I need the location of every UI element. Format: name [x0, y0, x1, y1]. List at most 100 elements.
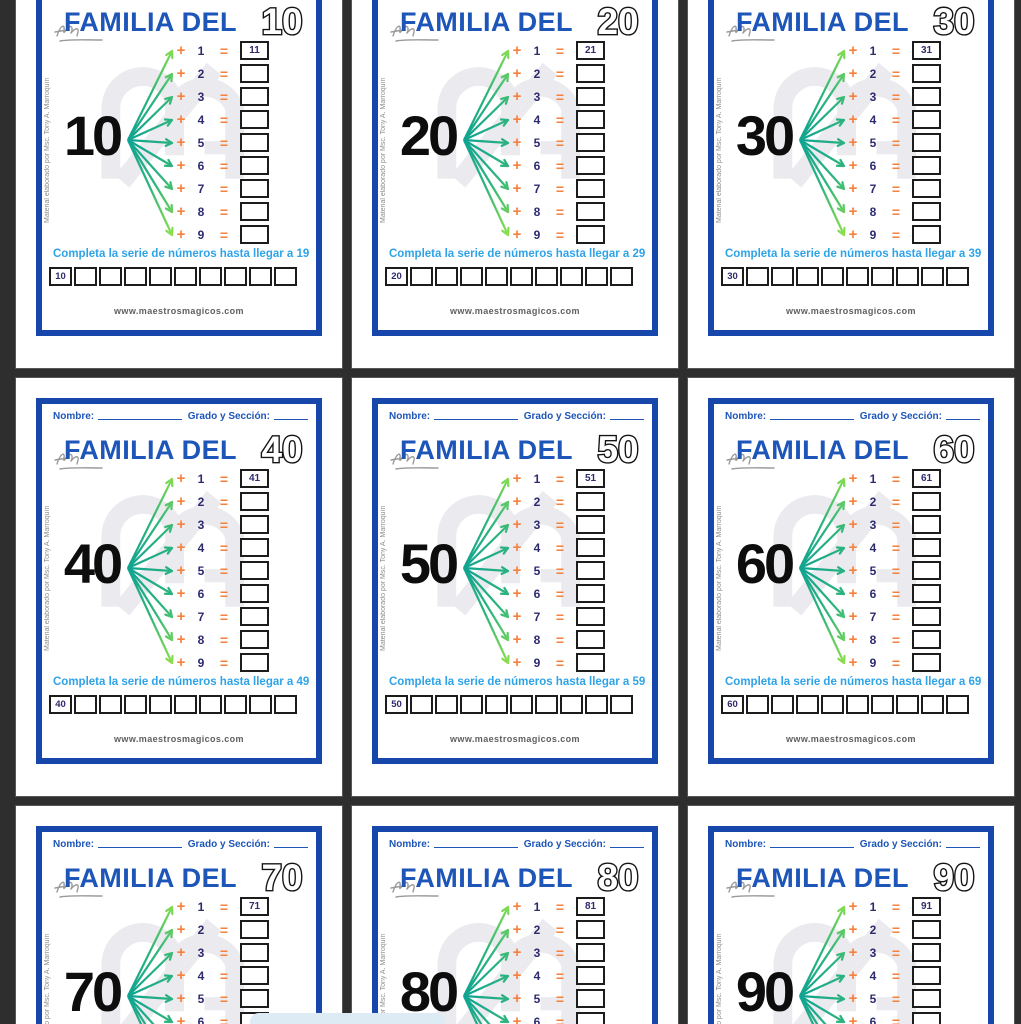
addend-number: 8 [869, 204, 877, 219]
equals-sign: = [555, 493, 565, 510]
title-row: FAMILIA DEL 60 [736, 428, 990, 472]
series-cell [410, 695, 433, 714]
plus-sign: + [512, 1013, 522, 1024]
answer-box [576, 492, 605, 511]
plus-sign: + [848, 180, 858, 197]
plus-sign: + [176, 921, 186, 938]
addend-number: 9 [869, 655, 877, 670]
addition-row: +9 = [846, 652, 941, 673]
plus-sign: + [176, 516, 186, 533]
bubble-number: 50 [596, 428, 640, 471]
addend-number: 1 [869, 899, 877, 914]
answer-box [240, 225, 269, 244]
addition-row: +6 = [510, 1011, 605, 1024]
plus-sign: + [176, 990, 186, 1007]
addition-row: +9 = [510, 652, 605, 673]
equals-sign: = [555, 65, 565, 82]
series-cell [249, 695, 272, 714]
addition-row: +4 = [174, 537, 269, 558]
series-cell [821, 695, 844, 714]
addition-row: +5 = [174, 132, 269, 153]
credit-sidetext: Material elaborado por Msc. Tony A. Marr… [44, 505, 51, 651]
grade-blank-line [946, 419, 980, 420]
equals-sign: = [219, 967, 229, 984]
equals-sign: = [891, 562, 901, 579]
plus-sign: + [848, 516, 858, 533]
series-cell [174, 695, 197, 714]
plus-sign: + [848, 562, 858, 579]
series-cell [274, 267, 297, 286]
plus-sign: + [512, 65, 522, 82]
bubble-number: 60 [932, 428, 976, 471]
series-cell: 30 [721, 267, 744, 286]
series-cell [871, 695, 894, 714]
equals-sign: = [891, 88, 901, 105]
worksheet-page: Nombre: Grado y Sección: FAMILIA DEL 40 … [16, 378, 342, 796]
series-cell [871, 267, 894, 286]
answer-box: 61 [912, 469, 941, 488]
addition-row: +1 = 51 [510, 468, 605, 489]
website-footer: www.maestrosmagicos.com [786, 734, 916, 744]
series-cell [896, 695, 919, 714]
plus-sign: + [848, 990, 858, 1007]
addend-number: 7 [197, 181, 205, 196]
series-first-value: 50 [391, 699, 402, 710]
answer-box [576, 515, 605, 534]
addition-row: +1 = 71 [174, 896, 269, 917]
series-cell [796, 267, 819, 286]
plus-sign: + [176, 585, 186, 602]
equals-sign: = [555, 134, 565, 151]
grade-label: Grado y Sección: [523, 839, 606, 850]
author-signature-icon [390, 881, 439, 898]
big-family-number: 20 [399, 104, 459, 167]
name-grade-row: Nombre: Grado y Sección: [53, 837, 308, 850]
addend-number: 4 [869, 112, 877, 127]
answer-box [240, 515, 269, 534]
series-cell [485, 695, 508, 714]
addend-number: 4 [869, 968, 877, 983]
credit-sidetext: Material elaborado por Msc. Tony A. Marr… [380, 933, 387, 1024]
plus-sign: + [176, 470, 186, 487]
name-grade-row: Nombre: Grado y Sección: [389, 837, 644, 850]
addend-number: 7 [197, 609, 205, 624]
equals-sign: = [891, 111, 901, 128]
answer-box [912, 630, 941, 649]
addend-number: 9 [869, 227, 877, 242]
series-instruction: Completa la serie de números hasta llega… [389, 248, 646, 260]
addend-number: 1 [197, 43, 205, 58]
answer-box [912, 943, 941, 962]
addition-row: +8 = [510, 201, 605, 222]
grade-label: Grado y Sección: [523, 411, 606, 422]
arrows-fan [127, 905, 174, 1024]
addition-row: +4 = [846, 537, 941, 558]
grade-blank-line [274, 419, 308, 420]
addend-number: 5 [869, 135, 877, 150]
title-row: FAMILIA DEL 30 [736, 0, 990, 44]
answer-box [912, 989, 941, 1008]
worksheet-page: Nombre: Grado y Sección: FAMILIA DEL 30 … [688, 0, 1014, 368]
plus-sign: + [848, 539, 858, 556]
addend-number: 8 [533, 632, 541, 647]
page-title: FAMILIA DEL [64, 434, 237, 465]
bubble-number: 40 [260, 428, 304, 471]
addition-row: +4 = [510, 537, 605, 558]
addition-row: +7 = [174, 178, 269, 199]
series-cell [896, 267, 919, 286]
equals-sign: = [219, 921, 229, 938]
equals-sign: = [891, 898, 901, 915]
addition-row: +4 = [510, 109, 605, 130]
page-title: FAMILIA DEL [64, 6, 237, 37]
addend-number: 3 [869, 89, 877, 104]
big-family-number: 70 [63, 960, 123, 1023]
answer-box: 51 [576, 469, 605, 488]
equals-sign: = [219, 944, 229, 961]
addend-number: 8 [869, 632, 877, 647]
series-instruction: Completa la serie de números hasta llega… [53, 676, 310, 688]
answer-box [576, 630, 605, 649]
equals-sign: = [891, 203, 901, 220]
plus-sign: + [176, 944, 186, 961]
answer-box [576, 584, 605, 603]
name-label: Nombre: [389, 839, 431, 850]
addend-number: 5 [197, 135, 205, 150]
answer-box [240, 630, 269, 649]
